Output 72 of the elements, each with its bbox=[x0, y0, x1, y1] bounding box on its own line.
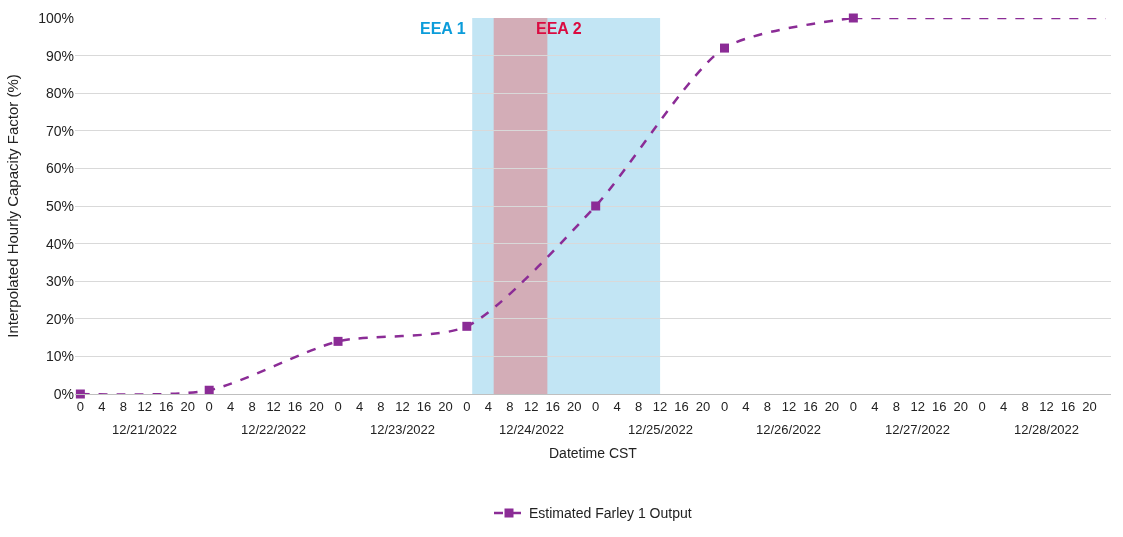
x-tick-label: 20 bbox=[438, 398, 453, 414]
y-tick-label: 70% bbox=[45, 122, 74, 139]
x-tick-label: 0 bbox=[76, 398, 84, 414]
x-tick-label: 16 bbox=[287, 398, 303, 414]
x-tick-label: 0 bbox=[205, 398, 213, 414]
y-tick-label: 60% bbox=[45, 160, 74, 177]
x-tick-label: 8 bbox=[1021, 398, 1029, 414]
x-tick-label: 12 bbox=[395, 398, 410, 414]
x-tick-label: 12 bbox=[524, 398, 539, 414]
x-tick-label: 20 bbox=[566, 398, 582, 414]
x2-tick-label: 12/26/2022 bbox=[756, 422, 822, 437]
x-tick-label: 4 bbox=[742, 398, 750, 414]
x-tick-label: 12 bbox=[781, 398, 797, 414]
x2-tick-label: 12/25/2022 bbox=[628, 422, 694, 437]
x-tick-label: 0 bbox=[720, 398, 729, 414]
x-tick-label: 16 bbox=[932, 398, 947, 414]
x-tick-label: 8 bbox=[248, 398, 256, 414]
y-tick-label: 100% bbox=[38, 9, 74, 26]
x-tick-label: 12 bbox=[652, 398, 668, 414]
x-tick-label: 0 bbox=[463, 398, 471, 414]
y-tick-label: 0% bbox=[53, 385, 74, 402]
x-tick-label: 8 bbox=[635, 398, 643, 414]
x-tick-label: 8 bbox=[506, 398, 514, 414]
x-tick-label: 20 bbox=[824, 398, 840, 414]
y-tick-label: 90% bbox=[45, 47, 74, 64]
x-tick-label: 4 bbox=[227, 398, 235, 414]
band-label: EEA 2 bbox=[536, 20, 582, 37]
x-tick-label: 20 bbox=[309, 398, 324, 414]
x-tick-label: 20 bbox=[695, 398, 711, 414]
x-tick-label: 12 bbox=[910, 398, 925, 414]
legend-label: Estimated Farley 1 Output bbox=[529, 505, 692, 522]
x-tick-label: 12 bbox=[137, 398, 153, 414]
x-tick-label: 4 bbox=[871, 398, 879, 414]
y-tick-label: 50% bbox=[45, 197, 74, 214]
x-tick-label: 16 bbox=[674, 398, 689, 414]
x-tick-label: 0 bbox=[334, 398, 342, 414]
y-tick-label: 40% bbox=[45, 235, 74, 252]
x2-tick-label: 12/28/2022 bbox=[1014, 422, 1080, 437]
x-tick-label: 20 bbox=[180, 398, 195, 414]
x-tick-label: 16 bbox=[545, 398, 560, 414]
x-tick-label: 12 bbox=[1039, 398, 1054, 414]
x2-tick-label: 12/24/2022 bbox=[499, 422, 565, 437]
x-tick-label: 0 bbox=[592, 398, 600, 414]
x-tick-label: 20 bbox=[953, 398, 968, 414]
x-tick-label: 8 bbox=[119, 398, 127, 414]
x2-tick-label: 12/23/2022 bbox=[370, 422, 436, 437]
x-tick-label: 8 bbox=[892, 398, 900, 414]
x-tick-label: 12 bbox=[266, 398, 281, 414]
x-tick-label: 0 bbox=[978, 398, 986, 414]
x-tick-label: 4 bbox=[484, 398, 492, 414]
x-tick-label: 16 bbox=[1060, 398, 1076, 414]
y-tick-label: 30% bbox=[45, 273, 74, 290]
y-axis-title: Interpolated Hourly Capacity Factor (%) bbox=[4, 74, 22, 338]
x-tick-label: 8 bbox=[763, 398, 772, 414]
x-tick-label: 4 bbox=[355, 398, 364, 414]
x-tick-label: 16 bbox=[803, 398, 818, 414]
x-axis-title: Datetime CST bbox=[549, 445, 638, 461]
y-tick-label: 80% bbox=[45, 85, 74, 102]
x-tick-label: 4 bbox=[1000, 398, 1008, 414]
y-tick-label: 10% bbox=[45, 348, 74, 365]
x-tick-label: 20 bbox=[1082, 398, 1097, 414]
x-tick-label: 16 bbox=[159, 398, 174, 414]
x-tick-label: 4 bbox=[613, 398, 621, 414]
x2-tick-label: 12/21/2022 bbox=[112, 422, 178, 437]
y-tick-label: 20% bbox=[45, 310, 74, 327]
band-label: EEA 1 bbox=[420, 20, 466, 37]
x-tick-label: 8 bbox=[377, 398, 385, 414]
x2-tick-label: 12/22/2022 bbox=[241, 422, 307, 437]
x2-tick-label: 12/27/2022 bbox=[885, 422, 951, 437]
x-tick-label: 4 bbox=[98, 398, 106, 414]
x-tick-label: 0 bbox=[849, 398, 857, 414]
x-tick-label: 16 bbox=[416, 398, 432, 414]
